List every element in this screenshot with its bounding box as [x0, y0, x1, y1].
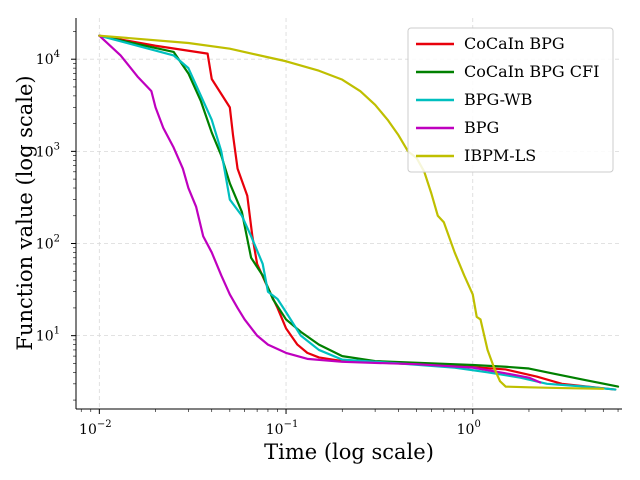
x-tick-label-1: 10−1	[266, 419, 299, 438]
legend-label-2: BPG-WB	[464, 90, 532, 109]
legend-box	[407, 27, 614, 173]
y-tick-label-1: 102	[36, 234, 60, 253]
series-line-3	[98, 34, 542, 384]
legend: CoCaIn BPG CoCaIn BPG CFI BPG-WB BPG IBPM-LS	[407, 27, 614, 173]
series-line-1	[98, 34, 620, 388]
y-tick-label-2: 103	[36, 141, 60, 160]
series-lines	[98, 34, 620, 391]
x-tick-label-0: 10−2	[79, 419, 112, 438]
series-line-4	[98, 34, 605, 390]
legend-label-4: IBPM-LS	[464, 146, 536, 165]
y-axis-label: Function value (log scale)	[13, 75, 37, 350]
series-line-2	[98, 34, 617, 391]
grid-lines	[76, 18, 622, 409]
y-tick-label-0: 101	[36, 326, 60, 345]
legend-label-1: CoCaIn BPG CFI	[464, 62, 599, 81]
x-tick-label-2: 100	[457, 419, 481, 438]
legend-label-0: CoCaIn BPG	[464, 34, 565, 53]
axes	[75, 18, 622, 410]
x-axis-label: Time (log scale)	[264, 440, 434, 464]
y-tick-label-3: 104	[36, 49, 60, 68]
legend-label-3: BPG	[464, 118, 499, 137]
